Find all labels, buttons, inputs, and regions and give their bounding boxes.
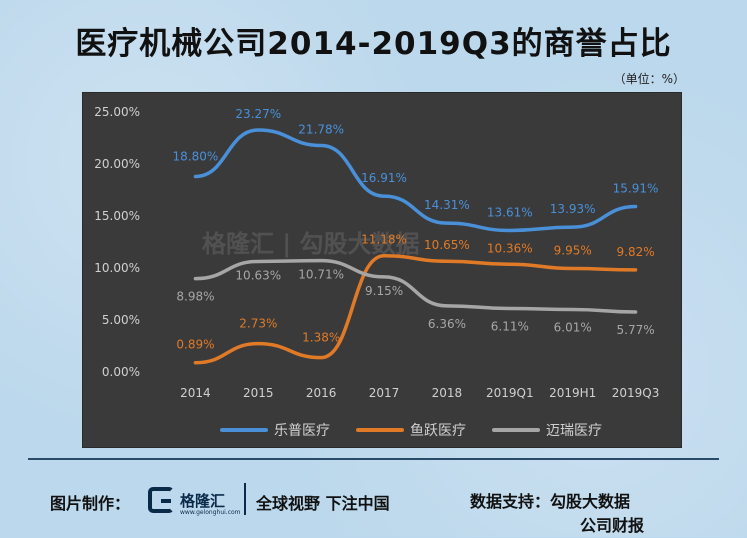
data-label: 2.73%	[239, 317, 277, 331]
y-tick-label: 20.00%	[94, 157, 140, 171]
logo-text: 格隆汇	[180, 491, 226, 510]
data-label: 9.15%	[365, 284, 403, 298]
legend-label: 迈瑞医疗	[546, 423, 602, 439]
slogan: 全球视野 下注中国	[256, 494, 390, 513]
x-tick-label: 2015	[243, 386, 274, 400]
line-chart: 0.00% 5.00% 10.00% 15.00% 20.00% 25.00% 2014 20…	[94, 105, 660, 439]
y-tick-label: 0.00%	[102, 365, 140, 379]
data-label: 18.80%	[173, 149, 219, 163]
data-label: 16.91%	[361, 171, 407, 185]
series-line-lepu	[193, 128, 638, 233]
chart-area: 0.00% 5.00% 10.00% 15.00% 20.00% 25.00% 2014 20…	[82, 92, 682, 448]
data-label: 0.89%	[176, 338, 214, 352]
data-label: 9.95%	[554, 244, 592, 258]
source-line1: 勾股大数据	[550, 492, 631, 511]
x-tick-label: 2019Q1	[486, 386, 534, 400]
legend-label: 鱼跃医疗	[410, 422, 466, 439]
gelonghui-logo: 格隆汇 www.gelonghui.com	[148, 482, 241, 518]
data-label: 1.38%	[302, 331, 340, 345]
data-label: 15.91%	[613, 182, 659, 196]
data-label: 21.78%	[298, 122, 344, 136]
logo-divider	[244, 483, 246, 515]
y-tick-label: 5.00%	[102, 313, 140, 327]
data-label: 6.36%	[428, 317, 466, 331]
data-label: 23.27%	[235, 107, 281, 121]
x-tick-label: 2016	[306, 386, 337, 400]
legend-label: 乐普医疗	[274, 423, 330, 439]
source-line2: 公司财报	[580, 516, 645, 535]
data-label: 14.31%	[424, 198, 470, 212]
y-tick-label: 10.00%	[94, 261, 140, 275]
data-label: 13.93%	[550, 202, 596, 216]
x-tick-label: 2018	[432, 386, 463, 400]
data-label: 13.61%	[487, 205, 533, 219]
data-source: 数据支持：勾股大数据 公司财报	[470, 490, 644, 538]
x-tick-label: 2019Q3	[612, 386, 660, 400]
x-tick-label: 2014	[180, 386, 211, 400]
logo-url: www.gelonghui.com	[180, 509, 241, 516]
data-label: 10.36%	[487, 241, 533, 255]
footer-divider	[28, 458, 719, 460]
data-label: 6.01%	[554, 320, 592, 334]
source-label: 数据支持：	[470, 492, 551, 511]
data-label: 8.98%	[176, 290, 214, 304]
data-label: 10.71%	[298, 268, 344, 282]
data-label: 9.82%	[617, 245, 655, 259]
chart-title: 医疗机械公司2014-2019Q3的商誉占比	[75, 26, 672, 62]
y-tick-label: 25.00%	[94, 105, 140, 119]
data-label: 11.18%	[361, 233, 407, 247]
watermark: 格隆汇 | 勾股大数据	[202, 230, 419, 258]
data-label: 10.63%	[235, 268, 281, 282]
data-label: 6.11%	[491, 319, 529, 333]
made-by-label: 图片制作：	[50, 494, 131, 513]
series-line-yuyue	[193, 253, 638, 365]
data-label: 10.65%	[424, 238, 470, 252]
y-tick-label: 15.00%	[94, 209, 140, 223]
logo-mark-icon	[148, 487, 174, 513]
x-tick-label: 2017	[369, 386, 400, 400]
data-label: 5.77%	[617, 323, 655, 337]
x-tick-label: 2019H1	[549, 386, 596, 400]
unit-label: （单位：%）	[613, 72, 685, 86]
series-line-mairui	[193, 258, 638, 314]
